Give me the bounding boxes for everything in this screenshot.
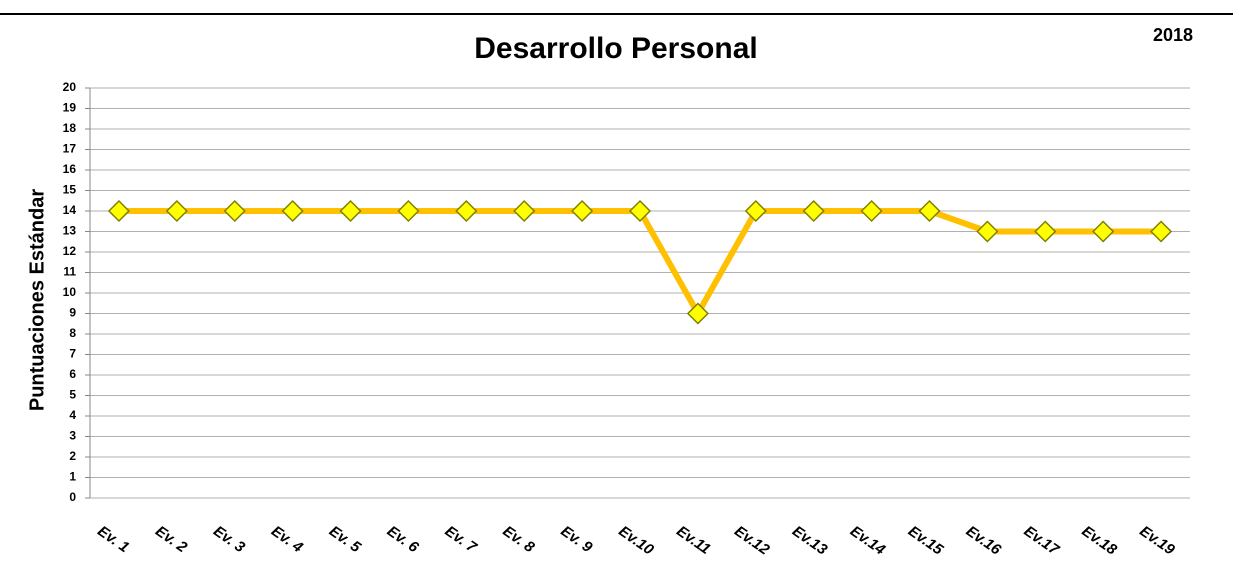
y-tick-label: 3 (69, 429, 76, 443)
chart-title: Desarrollo Personal (474, 32, 757, 65)
x-tick-label: Ev.10 (615, 523, 657, 559)
marker (860, 199, 883, 223)
y-tick-label: 12 (63, 244, 77, 258)
x-tick-label: Ev. 7 (442, 523, 480, 557)
y-tick-label: 16 (63, 162, 77, 176)
x-tick-label: Ev. 5 (326, 523, 364, 557)
x-tick-label: Ev. 2 (152, 523, 190, 557)
y-tick-label: 8 (69, 326, 76, 340)
marker (976, 220, 999, 243)
x-tick-label: Ev.13 (789, 523, 831, 559)
y-tick-label: 7 (69, 347, 76, 361)
y-tick-label: 11 (63, 265, 76, 279)
y-tick-label: 20 (63, 80, 77, 94)
marker (339, 199, 362, 223)
x-tick-label: Ev.17 (1021, 523, 1063, 559)
marker (513, 199, 536, 223)
x-tick-label: Ev.15 (905, 523, 947, 559)
marker (802, 199, 825, 223)
y-tick-label: 19 (63, 101, 77, 115)
y-tick-label: 9 (69, 306, 76, 320)
x-tick-label: Ev. 8 (500, 523, 538, 557)
line (118, 208, 1162, 317)
x-tick-label: Ev.16 (963, 523, 1005, 559)
marker (686, 302, 709, 325)
marker (744, 199, 767, 223)
year-label: 2018 (1153, 25, 1193, 45)
x-tick-label: Ev. 3 (210, 523, 248, 557)
x-tick-label: Ev. 1 (94, 523, 132, 557)
marker (1034, 220, 1057, 243)
x-tick-label: Ev. 4 (268, 523, 306, 557)
y-tick-label: 17 (63, 142, 77, 156)
x-tick-label: Ev. 9 (558, 523, 596, 557)
x-tick-label: Ev.19 (1136, 523, 1178, 559)
y-tick-label: 4 (69, 408, 76, 422)
marker (1149, 220, 1173, 243)
y-tick-label: 5 (69, 388, 76, 402)
marker (571, 199, 594, 223)
y-tick-label: 18 (63, 121, 77, 135)
x-tick-label: Ev.18 (1079, 523, 1121, 559)
y-axis-label: Puntuaciones Estándar (26, 189, 48, 411)
y-tick-label: 14 (63, 203, 77, 217)
y-tick-label: 10 (63, 285, 77, 299)
marker (918, 199, 941, 223)
y-tick-label: 1 (69, 470, 76, 484)
marker (107, 199, 131, 223)
x-tick-label: Ev.12 (731, 523, 773, 559)
y-tick-label: 15 (63, 183, 77, 197)
marker (281, 199, 304, 223)
marker (1092, 220, 1115, 243)
x-tick-label: Ev.11 (673, 523, 713, 558)
y-tick-label: 6 (69, 367, 76, 381)
y-tick-label: 0 (69, 490, 76, 504)
marker (397, 199, 420, 223)
x-tick-label: Ev.14 (847, 523, 889, 559)
marker (223, 199, 246, 223)
marker (455, 199, 478, 223)
marker (628, 199, 652, 223)
y-tick-label: 13 (63, 224, 77, 238)
x-tick-label: Ev. 6 (384, 523, 422, 557)
marker (165, 199, 188, 223)
y-tick-label: 2 (69, 449, 76, 463)
